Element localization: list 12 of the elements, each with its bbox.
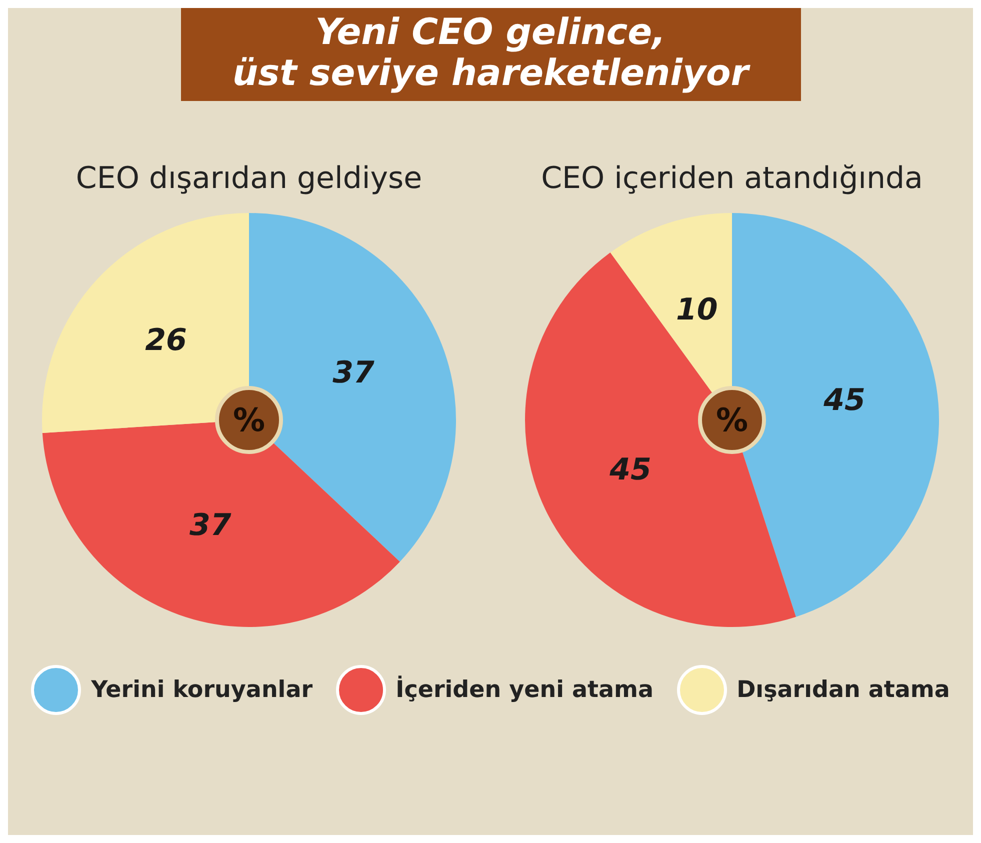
legend-label: İçeriden yeni atama	[396, 676, 654, 703]
legend-label: Yerini koruyanlar	[91, 676, 313, 703]
chart-subtitle: CEO dışarıdan geldiyse	[74, 160, 424, 198]
chart-title: Yeni CEO gelince, üst seviye hareketleniyor	[180, 8, 800, 101]
data-label: 37	[190, 508, 232, 543]
legend-label: Dışarıdan atama	[736, 676, 950, 703]
data-label: 10	[676, 292, 718, 328]
data-label: 26	[145, 322, 187, 358]
data-label: 45	[822, 382, 866, 418]
chart-subtitle: CEO içeriden atandığında	[540, 160, 924, 198]
data-label: 37	[332, 355, 374, 390]
data-label: 45	[608, 452, 652, 488]
